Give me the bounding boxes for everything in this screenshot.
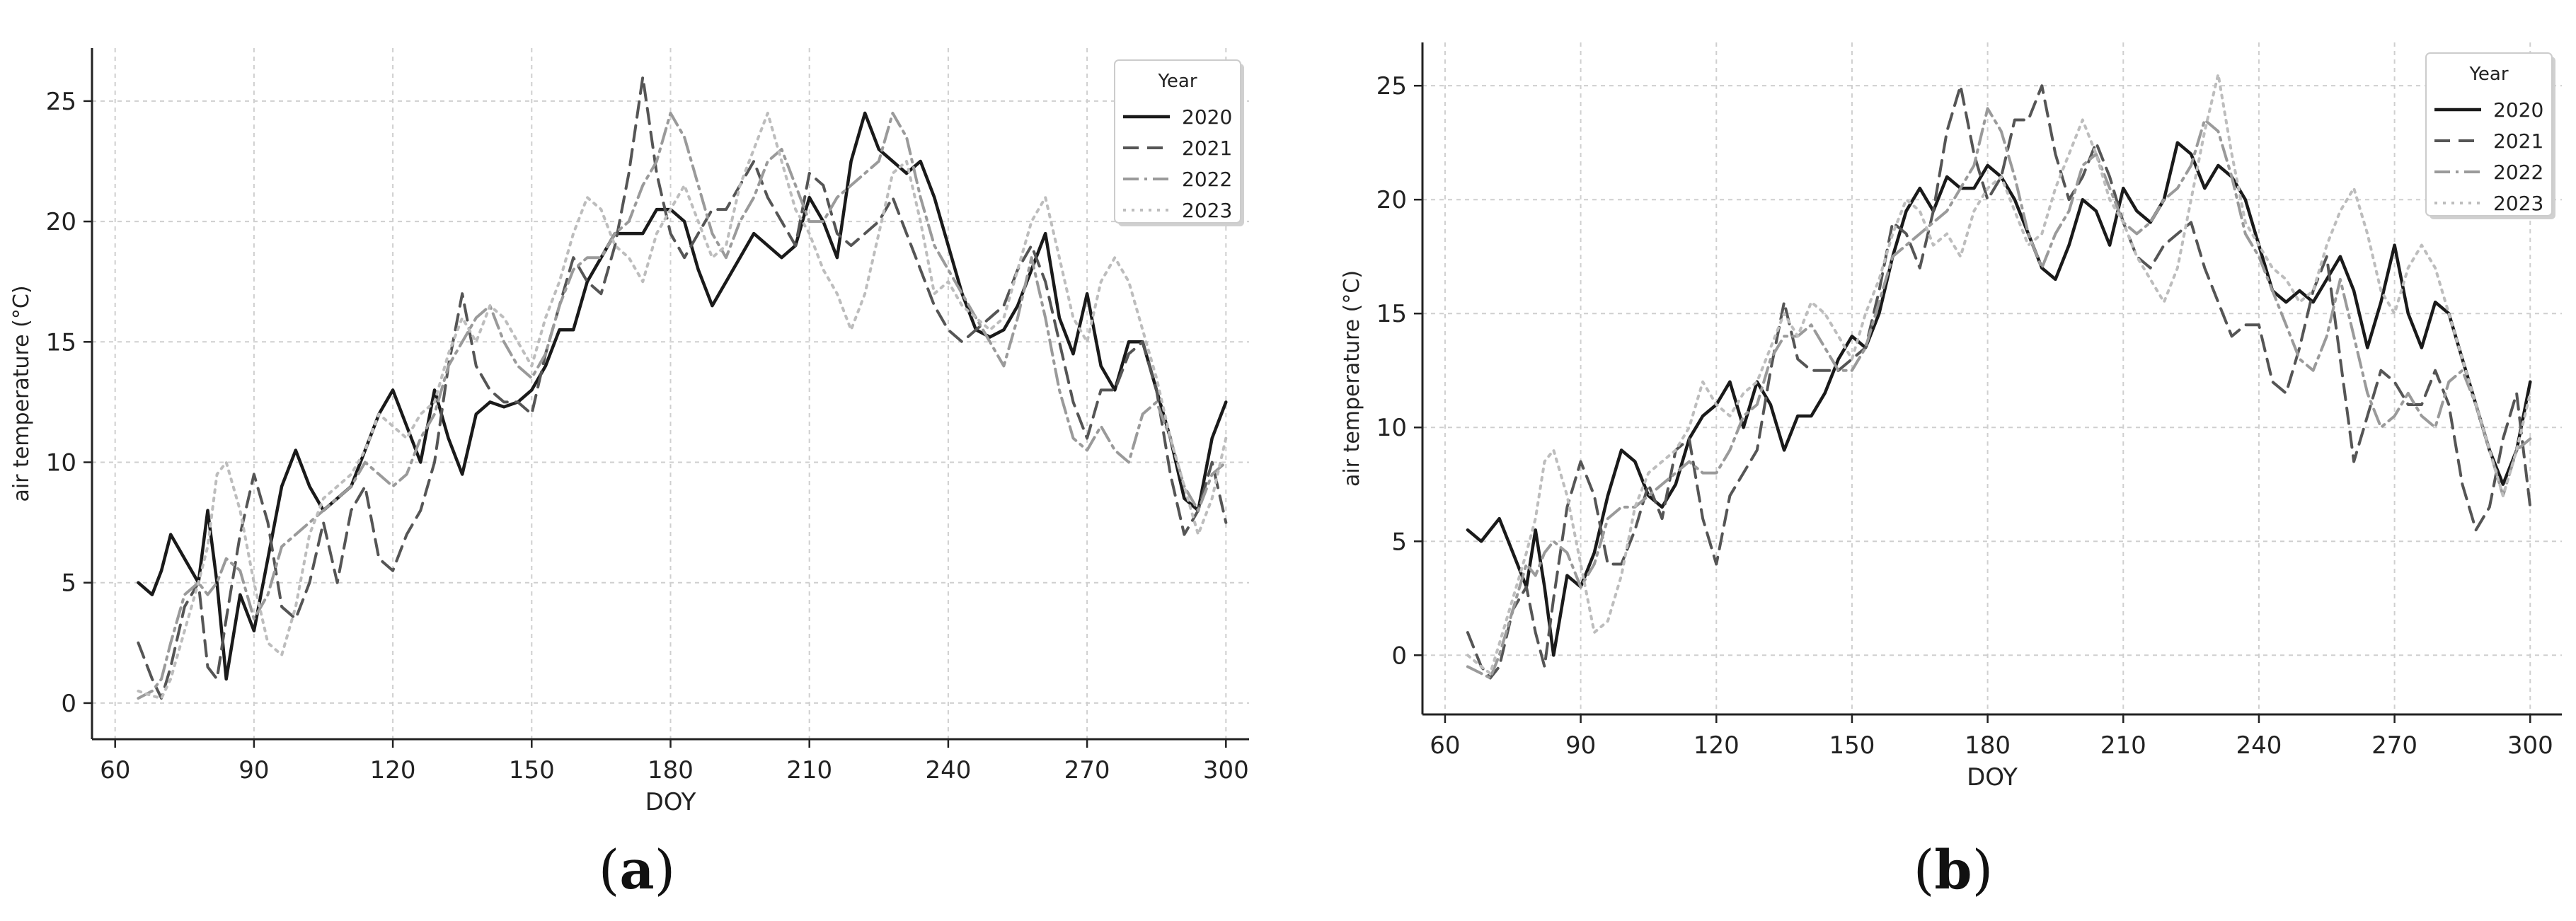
charta-y-tick-label-5: 5	[61, 569, 76, 598]
charta-legend-label-2021: 2021	[1182, 137, 1232, 160]
chartb-y-tick-label-20: 20	[1376, 186, 1407, 214]
chartb-y-tick-label-15: 15	[1376, 300, 1407, 328]
charta-x-tick-label-120: 120	[370, 756, 416, 784]
chartb-x-tick-label-270: 270	[2371, 731, 2417, 760]
chartb-legend-label-2020: 2020	[2493, 98, 2543, 122]
charta-y-tick-label-20: 20	[46, 208, 76, 236]
chartb-x-tick-label-60: 60	[1430, 731, 1460, 760]
charta-series-2020-line	[137, 111, 1228, 681]
charta-x-tick-label-270: 270	[1064, 756, 1110, 784]
chartb-legend-label-2023: 2023	[2493, 192, 2543, 215]
chart-b-svg: 60 90 120 150 180 210 240 270 300 0 5 10 15 20 25 DOY ai…	[1340, 42, 2562, 792]
charta-series-2021-line	[137, 75, 1228, 700]
charta-legend-label-2023: 2023	[1182, 199, 1232, 222]
chart-panel-a: 60 90 120 150 180 210 240 270 300 0 5 10 15 20 25 DOY ai…	[9, 48, 1249, 816]
charta-x-axis-title: DOY	[645, 788, 696, 816]
chartb-series-2023-line	[1466, 73, 2532, 675]
chartb-y-tick-label-25: 25	[1376, 72, 1407, 100]
charta-legend-box	[1114, 59, 1241, 224]
chartb-x-axis-title: DOY	[1967, 763, 2018, 792]
charta-x-tick-label-60: 60	[100, 756, 130, 784]
chartb-legend-title: Year	[2468, 64, 2508, 85]
chartb-legend-label-2021: 2021	[2493, 129, 2543, 153]
chartb-legend-box	[2425, 52, 2553, 216]
chartb-x-tick-label-180: 180	[1965, 731, 2011, 760]
chartb-legend-label-2022: 2022	[2493, 161, 2543, 184]
charta-x-tick-label-90: 90	[238, 756, 269, 784]
charta-series-2022-line	[137, 111, 1228, 700]
charta-x-tick-label-180: 180	[648, 756, 694, 784]
panel-label-b: (b)	[1913, 838, 1994, 901]
chart-a-svg: 60 90 120 150 180 210 240 270 300 0 5 10 15 20 25 DOY ai…	[9, 48, 1249, 816]
charta-y-tick-label-0: 0	[61, 690, 76, 718]
chartb-x-tick-label-210: 210	[2100, 731, 2146, 760]
charta-y-tick-label-25: 25	[46, 88, 76, 116]
chartb-y-tick-label-5: 5	[1391, 528, 1407, 556]
charta-x-tick-label-210: 210	[786, 756, 832, 784]
chartb-x-tick-label-90: 90	[1565, 731, 1596, 760]
charta-y-tick-label-15: 15	[46, 328, 76, 357]
charta-y-tick-label-10: 10	[46, 449, 76, 477]
chartb-x-tick-label-240: 240	[2236, 731, 2282, 760]
chartb-series-2022-line	[1466, 107, 2532, 680]
charta-x-tick-label-240: 240	[925, 756, 971, 784]
chartb-x-tick-label-150: 150	[1829, 731, 1875, 760]
chartb-y-tick-label-10: 10	[1376, 414, 1407, 442]
chartb-y-axis-title: air temperature (°C)	[1340, 270, 1364, 487]
chartb-y-tick-label-0: 0	[1391, 642, 1407, 670]
chart-panel-b: 60 90 120 150 180 210 240 270 300 0 5 10 15 20 25 DOY ai…	[1288, 0, 2576, 921]
charta-legend: Year 2020 2021 2022 2023	[1114, 59, 1244, 226]
charta-series-2023-line	[137, 111, 1228, 700]
charta-x-tick-label-300: 300	[1203, 756, 1249, 784]
charta-legend-label-2020: 2020	[1182, 105, 1232, 129]
panel-label-a: (a)	[598, 838, 676, 901]
charta-y-axis-title: air temperature (°C)	[9, 285, 34, 502]
charta-legend-title: Year	[1157, 71, 1197, 92]
charta-x-tick-label-150: 150	[509, 756, 555, 784]
chartb-x-tick-label-300: 300	[2507, 731, 2553, 760]
chartb-x-tick-label-120: 120	[1694, 731, 1740, 760]
chartb-series-2020-line	[1466, 141, 2532, 657]
chartb-legend: Year 2020 2021 2022 2023	[2425, 52, 2555, 219]
charta-legend-label-2022: 2022	[1182, 168, 1232, 191]
